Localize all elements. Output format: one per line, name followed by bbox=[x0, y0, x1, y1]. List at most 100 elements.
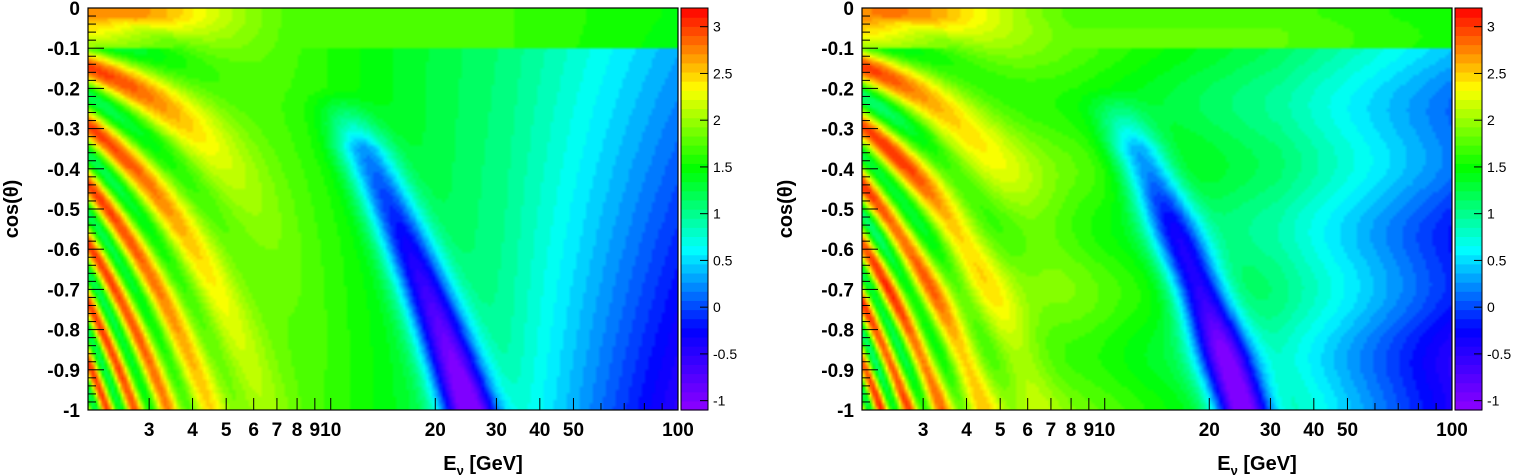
colorbar-segment bbox=[681, 154, 708, 164]
x-tick-label: 50 bbox=[563, 420, 584, 441]
y-tick-label: -1 bbox=[63, 401, 80, 422]
colorbar-tick-label: -1 bbox=[713, 393, 726, 409]
colorbar-segment bbox=[1455, 327, 1482, 338]
colorbar-tick-label: 0.5 bbox=[1487, 252, 1507, 268]
colorbar-segment bbox=[681, 62, 708, 73]
colorbar-segment bbox=[681, 364, 708, 375]
colorbar-segment bbox=[681, 53, 708, 64]
colorbar-segment bbox=[1455, 391, 1482, 402]
x-tick-label: 5 bbox=[995, 420, 1006, 441]
colorbar-segment bbox=[1455, 254, 1482, 265]
y-tick-label: -0.3 bbox=[821, 120, 854, 141]
x-tick-label: 40 bbox=[529, 420, 550, 441]
y-tick-label: -1 bbox=[837, 401, 854, 422]
colorbar-segment bbox=[681, 117, 708, 128]
y-tick-label: -0.5 bbox=[821, 200, 854, 221]
x-tick-label: 8 bbox=[292, 420, 303, 441]
colorbar-tick-label: 3 bbox=[1487, 19, 1495, 35]
y-tick-label: -0.2 bbox=[47, 79, 80, 100]
x-tick-label: 9 bbox=[1084, 420, 1095, 441]
colorbar-segment bbox=[1455, 62, 1482, 73]
x-tick-label: 7 bbox=[1046, 420, 1057, 441]
y-tick-label: -0.3 bbox=[47, 120, 80, 141]
y-tick-label: -0.1 bbox=[821, 39, 854, 60]
colorbar-segment bbox=[1455, 117, 1482, 128]
colorbar-segment bbox=[681, 355, 708, 365]
colorbar-segment bbox=[1455, 272, 1482, 283]
colorbar: 3 2.5 2 1.5 1 0.5 0 -0.5 -1 bbox=[1454, 7, 1511, 411]
colorbar-segment bbox=[681, 26, 708, 37]
colorbar-segment bbox=[681, 199, 708, 210]
colorbar-tick-label: 1.5 bbox=[1487, 159, 1507, 175]
colorbar-segment bbox=[681, 90, 708, 100]
x-tick-label: 40 bbox=[1303, 420, 1324, 441]
y-tick-label: -0.9 bbox=[821, 361, 854, 382]
colorbar-tick-label: -0.5 bbox=[1487, 346, 1511, 362]
colorbar-segment bbox=[681, 382, 708, 393]
y-tick-label: -0.4 bbox=[821, 160, 854, 181]
colorbar-tick-label: 3 bbox=[713, 19, 721, 35]
colorbar-segment bbox=[1455, 26, 1482, 37]
x-axis-title: Eν [GeV] bbox=[443, 453, 522, 476]
colorbar-segment bbox=[681, 245, 708, 256]
colorbar-segment bbox=[681, 309, 708, 320]
colorbar-segment bbox=[681, 300, 708, 311]
colorbar-segment bbox=[1455, 154, 1482, 164]
x-tick-label: 5 bbox=[221, 420, 232, 441]
colorbar-segment bbox=[1455, 236, 1482, 247]
x-tick-label: 30 bbox=[1260, 420, 1281, 441]
colorbar-segment bbox=[1455, 400, 1482, 411]
colorbar-segment bbox=[681, 263, 708, 274]
y-axis-title: cos(θ) bbox=[1, 180, 23, 239]
colorbar-segment bbox=[681, 190, 708, 201]
x-tick-label: 20 bbox=[1199, 420, 1220, 441]
colorbar-segment bbox=[1455, 126, 1482, 137]
colorbar-segment bbox=[1455, 309, 1482, 320]
x-tick-label: 3 bbox=[144, 420, 155, 441]
colorbar-segment bbox=[1455, 227, 1482, 238]
x-tick-label: 7 bbox=[272, 420, 283, 441]
colorbar-segment bbox=[681, 400, 708, 411]
colorbar-segment bbox=[681, 99, 708, 110]
colorbar-segment bbox=[681, 71, 708, 82]
x-tick-label: 3 bbox=[918, 420, 929, 441]
y-axis-title: cos(θ) bbox=[775, 180, 797, 239]
y-tick-label: -0.8 bbox=[821, 321, 854, 342]
y-tick-label: 0 bbox=[843, 0, 854, 20]
colorbar-segment bbox=[681, 172, 708, 183]
colorbar-segment bbox=[1455, 53, 1482, 64]
colorbar-segment bbox=[1455, 71, 1482, 82]
colorbar-segment bbox=[1455, 282, 1482, 292]
colorbar-segment bbox=[681, 126, 708, 137]
x-tick-label: 30 bbox=[486, 420, 507, 441]
colorbar-segment bbox=[1455, 90, 1482, 100]
colorbar-segment bbox=[1455, 81, 1482, 91]
colorbar-segment bbox=[681, 218, 708, 228]
colorbar-tick-label: 1 bbox=[1487, 206, 1495, 222]
chart-panel-1: 3 4 5 6 7 8 9 10 20 30 40 50 1000-0.1-0.2-0.3-0.4-0.… bbox=[1, 0, 737, 476]
colorbar-tick-label: 0 bbox=[713, 299, 721, 315]
colorbar-segment bbox=[1455, 145, 1482, 155]
colorbar-tick-label: 0 bbox=[1487, 299, 1495, 315]
colorbar-segment bbox=[1455, 336, 1482, 347]
colorbar-segment bbox=[681, 254, 708, 265]
y-tick-label: -0.2 bbox=[821, 79, 854, 100]
colorbar-tick-label: 1 bbox=[713, 206, 721, 222]
colorbar-segment bbox=[681, 209, 708, 219]
colorbar-segment bbox=[1455, 245, 1482, 256]
colorbar-segment bbox=[681, 291, 708, 301]
colorbar-segment bbox=[1455, 209, 1482, 219]
x-tick-label: 6 bbox=[1022, 420, 1033, 441]
colorbar-segment bbox=[1455, 108, 1482, 119]
colorbar-segment bbox=[681, 336, 708, 347]
colorbar-segment bbox=[1455, 300, 1482, 311]
x-tick-label: 100 bbox=[662, 420, 694, 441]
x-tick-label: 20 bbox=[425, 420, 446, 441]
y-tick-label: -0.7 bbox=[47, 280, 80, 301]
colorbar-segment bbox=[681, 163, 708, 174]
colorbar-segment bbox=[681, 346, 708, 356]
colorbar-segment bbox=[681, 272, 708, 283]
colorbar-tick-label: 2.5 bbox=[713, 65, 733, 81]
colorbar-segment bbox=[681, 17, 708, 27]
